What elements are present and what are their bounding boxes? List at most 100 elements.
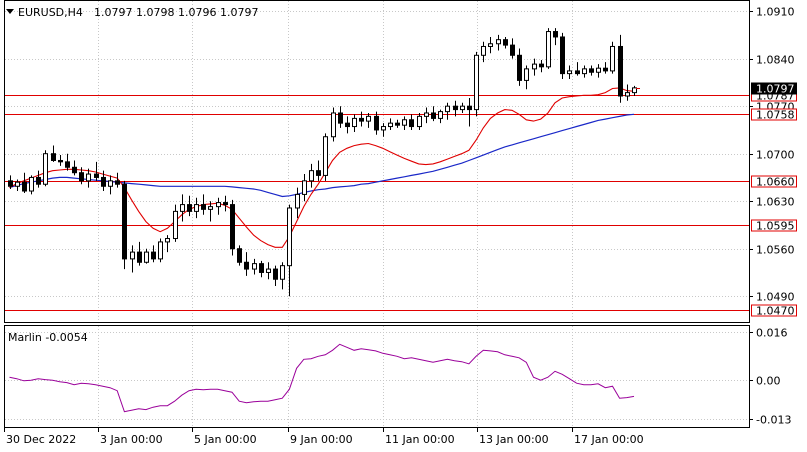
candle-body-down (151, 251, 156, 260)
candle (15, 179, 20, 192)
candle (208, 201, 213, 222)
candle-body-up (366, 115, 371, 122)
candle (165, 235, 170, 253)
candle (287, 204, 292, 297)
candle-body-down (589, 68, 594, 73)
candle-body-up (388, 122, 393, 128)
candle-body-up (381, 126, 386, 131)
level-label-inner (752, 220, 796, 231)
candle (474, 51, 479, 117)
marlin-line (9, 343, 635, 413)
candle-body-up (280, 265, 285, 280)
candle (43, 150, 48, 187)
candle-body-down (51, 153, 56, 161)
x-tick-label: 17 Jan 00:00 (574, 433, 644, 446)
candle (610, 41, 615, 74)
x-tick-label: 5 Jan 00:00 (194, 433, 257, 446)
candle-body-up (438, 111, 443, 119)
candle (173, 204, 178, 242)
candle-body-down (101, 176, 106, 187)
candle (582, 65, 587, 78)
y-tick-label: 1.0560 (756, 244, 795, 257)
candle (431, 106, 436, 122)
candle (130, 245, 135, 273)
candle (359, 111, 364, 127)
candle (94, 161, 99, 181)
candle-body-down (72, 166, 77, 174)
candle (503, 36, 508, 49)
candle (252, 258, 257, 275)
level-label: 1.0595 (756, 220, 795, 233)
candle (194, 197, 199, 219)
candle-body-up (323, 136, 328, 176)
candle-body-down (79, 172, 84, 182)
candle (553, 28, 558, 46)
candle (122, 180, 127, 270)
candle (567, 65, 572, 80)
candle (424, 107, 429, 124)
candle (244, 252, 249, 276)
candle (395, 119, 400, 128)
candle-body-down (230, 204, 235, 250)
candle (496, 34, 501, 51)
x-tick-label: 30 Dec 2022 (6, 433, 76, 446)
candle (295, 187, 300, 219)
candle-body-down (374, 115, 379, 131)
candle (266, 262, 271, 280)
vertical-grid (98, 1, 573, 427)
candle-body-up (460, 105, 465, 111)
level-label-inner (752, 90, 796, 101)
candle (29, 175, 34, 195)
indicator-panel-frame (4, 325, 750, 428)
candle-body-down (273, 268, 278, 280)
candle-body-up (144, 251, 149, 263)
candle (65, 153, 70, 171)
chevron-down-icon[interactable] (6, 9, 14, 14)
candle (524, 65, 529, 90)
y-tick-label: 1.0630 (756, 196, 795, 209)
candle (546, 28, 551, 69)
candle (632, 85, 637, 97)
candle (331, 107, 336, 142)
candle (488, 36, 493, 54)
candle-body-up (252, 263, 257, 270)
level-label-inner (752, 176, 796, 187)
candle-body-up (610, 45, 615, 72)
candle (481, 41, 486, 63)
x-tick-label: 13 Jan 00:00 (479, 433, 549, 446)
x-tick-label: 3 Jan 00:00 (100, 433, 163, 446)
candle-body-up (582, 68, 587, 75)
current-price-text: 1.0797 (756, 83, 795, 96)
candle (302, 174, 307, 202)
candle (201, 194, 206, 215)
candle-body-up (474, 54, 479, 111)
candle (216, 197, 221, 215)
candle-body-down (539, 63, 544, 68)
candle-body-down (137, 251, 142, 263)
candle (402, 116, 407, 130)
candle-body-up (417, 115, 422, 128)
candle (237, 245, 242, 266)
y-tick-label: 1.0910 (756, 6, 795, 19)
candle (158, 238, 163, 263)
candle (366, 112, 371, 128)
candle (374, 111, 379, 135)
candle-body-down (244, 261, 249, 270)
candle (388, 118, 393, 130)
candle-body-up (165, 238, 170, 243)
level-label: 1.0470 (756, 305, 795, 318)
candle-body-down (22, 181, 27, 192)
candle-body-down (223, 202, 228, 206)
candle-body-up (208, 206, 213, 210)
indicator-grid (5, 332, 749, 420)
candle-body-up (302, 180, 307, 195)
candle (467, 98, 472, 127)
candle-body-up (287, 207, 292, 267)
candle-body-down (517, 54, 522, 81)
candle-body-down (345, 122, 350, 128)
y-tick-label: 1.0840 (756, 54, 795, 67)
candle-body-up (15, 181, 20, 187)
ma-fast-line (9, 87, 635, 248)
candle (460, 102, 465, 113)
